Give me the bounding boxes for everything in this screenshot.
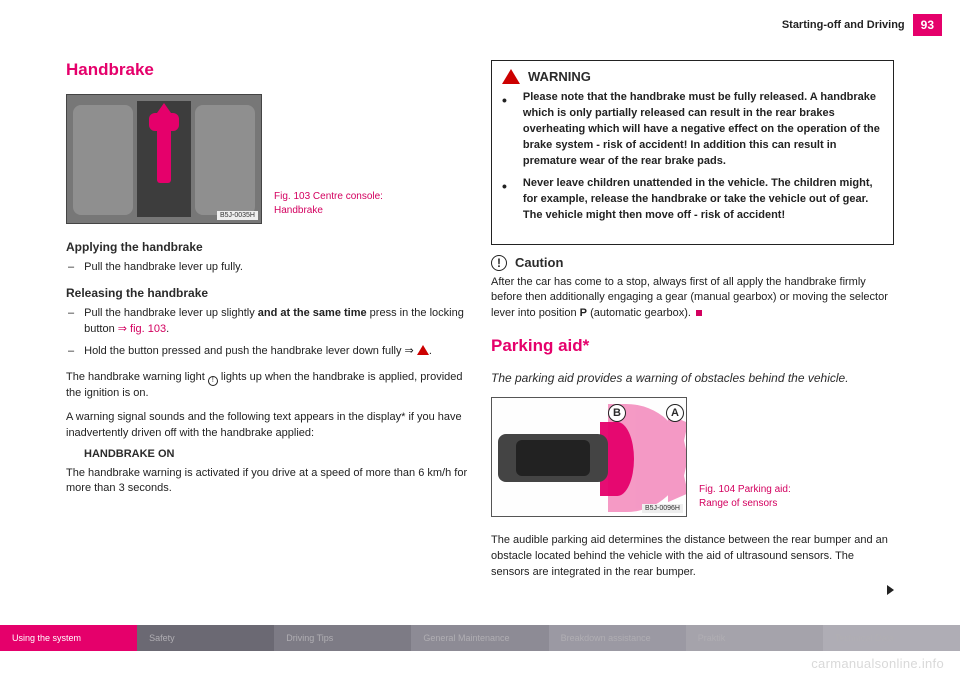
watermark: carmanualsonline.info — [811, 656, 944, 671]
handbrake-light-icon: ! — [208, 376, 218, 386]
gear-position: P — [580, 307, 587, 319]
caption-line: Fig. 104 Parking aid: — [699, 484, 791, 495]
warning-title: WARNING — [528, 69, 591, 84]
figure-ref-link: ⇒ fig. 103 — [118, 323, 166, 335]
figure-103-caption: Fig. 103 Centre console: Handbrake — [274, 190, 383, 218]
text-run: (automatic gearbox). — [587, 307, 691, 319]
text-bold: and at the same time — [258, 307, 367, 319]
list-item: Hold the button pressed and push the han… — [66, 344, 469, 360]
lead-paragraph: The parking aid provides a warning of ob… — [491, 370, 894, 387]
text-run: . — [429, 345, 432, 357]
figure-103-image: B5J-0035H — [66, 94, 262, 224]
warning-triangle-icon — [417, 344, 429, 354]
list-text: Pull the handbrake lever up fully. — [84, 260, 243, 276]
caution-heading: ! Caution — [491, 255, 894, 271]
left-column: Handbrake B5J-0035H Fig. 103 Centre cons… — [66, 60, 469, 595]
figure-104-image: B A B5J-0096H — [491, 397, 687, 517]
paragraph: A warning signal sounds and the followin… — [66, 410, 469, 442]
content-columns: Handbrake B5J-0035H Fig. 103 Centre cons… — [18, 44, 942, 595]
footer-tab-maintenance[interactable]: General Maintenance — [411, 625, 548, 651]
sensor-label-b: B — [608, 404, 626, 422]
applying-list: Pull the handbrake lever up fully. — [66, 260, 469, 276]
end-marker-icon — [696, 310, 702, 316]
figure-104-row: B A B5J-0096H Fig. 104 Parking aid: Rang… — [491, 397, 894, 517]
caption-line: Fig. 103 Centre console: — [274, 191, 383, 202]
section-title-parking-aid: Parking aid* — [491, 336, 894, 356]
section-title-handbrake: Handbrake — [66, 60, 469, 80]
figure-code: B5J-0035H — [217, 211, 258, 220]
page-number-badge: 93 — [913, 14, 942, 36]
display-text: HANDBRAKE ON — [84, 448, 469, 460]
caution-paragraph: After the car has come to a stop, always… — [491, 275, 894, 323]
list-item: Never leave children unattended in the v… — [502, 176, 883, 224]
list-item: Pull the handbrake lever up slightly and… — [66, 306, 469, 338]
paragraph: The audible parking aid determines the d… — [491, 533, 894, 581]
footer-tabs: Using the system Safety Driving Tips Gen… — [0, 625, 960, 651]
caption-line: Handbrake — [274, 205, 323, 216]
footer-tab-praktik[interactable]: Praktik — [686, 625, 823, 651]
list-text: Please note that the handbrake must be f… — [523, 90, 883, 170]
footer-tab-safety[interactable]: Safety — [137, 625, 274, 651]
handbrake-lever-shape — [157, 123, 171, 183]
list-text: Hold the button pressed and push the han… — [84, 344, 432, 360]
figure-104-caption: Fig. 104 Parking aid: Range of sensors — [699, 483, 791, 511]
text-run: The handbrake warning light — [66, 371, 208, 383]
seat-shape — [195, 105, 255, 215]
caption-line: Range of sensors — [699, 498, 777, 509]
seat-shape — [73, 105, 133, 215]
warning-heading: WARNING — [502, 69, 883, 84]
warning-bullets: Please note that the handbrake must be f… — [502, 90, 883, 224]
subheading-releasing: Releasing the handbrake — [66, 286, 469, 300]
caution-title: Caution — [515, 255, 563, 270]
list-item: Pull the handbrake lever up fully. — [66, 260, 469, 276]
caution-icon: ! — [491, 255, 507, 271]
warning-triangle-icon — [502, 69, 520, 84]
list-item: Please note that the handbrake must be f… — [502, 90, 883, 170]
paragraph: The handbrake warning light ! lights up … — [66, 370, 469, 402]
list-text: Pull the handbrake lever up slightly and… — [84, 306, 469, 338]
footer-tab-driving-tips[interactable]: Driving Tips — [274, 625, 411, 651]
footer-tab-using-system[interactable]: Using the system — [0, 625, 137, 651]
manual-page: Starting-off and Driving 93 Handbrake B5… — [0, 0, 960, 673]
right-column: WARNING Please note that the handbrake m… — [491, 60, 894, 595]
figure-code: B5J-0096H — [642, 504, 683, 513]
page-header: Starting-off and Driving 93 — [18, 14, 942, 36]
text-run: . — [166, 323, 169, 335]
list-text: Never leave children unattended in the v… — [523, 176, 883, 224]
warning-box: WARNING Please note that the handbrake m… — [491, 60, 894, 245]
figure-103-row: B5J-0035H Fig. 103 Centre console: Handb… — [66, 94, 469, 224]
sensor-label-a: A — [666, 404, 684, 422]
text-run: Pull the handbrake lever up slightly — [84, 307, 258, 319]
footer-tab-technical-data[interactable]: Technical Data — [823, 625, 960, 651]
header-section-title: Starting-off and Driving — [782, 19, 905, 31]
car-top-shape — [498, 434, 608, 482]
footer-tab-breakdown[interactable]: Breakdown assistance — [549, 625, 686, 651]
releasing-list: Pull the handbrake lever up slightly and… — [66, 306, 469, 360]
subheading-applying: Applying the handbrake — [66, 240, 469, 254]
continue-arrow-icon — [887, 585, 894, 595]
text-run: Hold the button pressed and push the han… — [84, 345, 417, 357]
paragraph: The handbrake warning is activated if yo… — [66, 466, 469, 498]
